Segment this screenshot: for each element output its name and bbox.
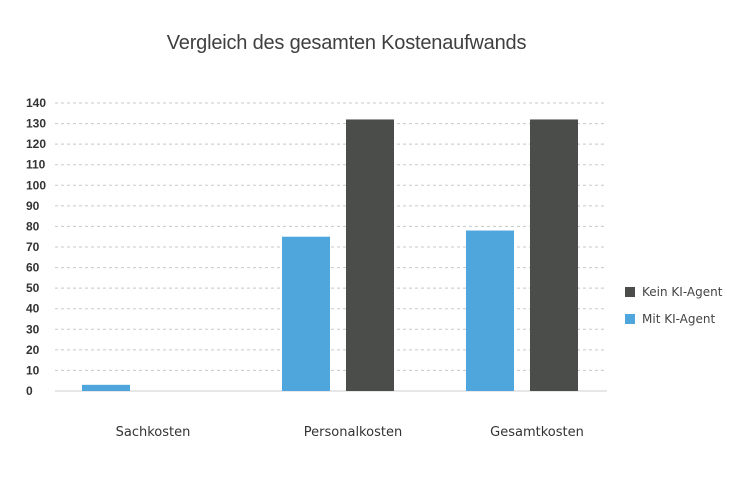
y-tick-label: 60 <box>26 261 40 275</box>
bar-mit-ki-agent <box>82 384 130 391</box>
bar-mit-ki-agent <box>282 236 330 391</box>
legend-swatch <box>625 287 635 297</box>
y-tick-label: 0 <box>26 384 33 398</box>
y-tick-label: 40 <box>26 302 40 316</box>
y-tick-label: 140 <box>26 96 46 110</box>
x-category-label: Sachkosten <box>116 425 191 440</box>
y-tick-label: 20 <box>26 343 40 357</box>
legend-label: Mit KI-Agent <box>642 312 715 326</box>
y-tick-label: 130 <box>26 117 46 131</box>
y-tick-label: 70 <box>26 240 40 254</box>
x-category-label: Gesamtkosten <box>490 425 584 440</box>
y-tick-label: 90 <box>26 199 40 213</box>
bar-kein-ki-agent <box>530 119 578 391</box>
y-tick-label: 80 <box>26 219 40 233</box>
legend-label: Kein KI-Agent <box>642 285 723 299</box>
y-tick-label: 110 <box>26 158 46 172</box>
y-tick-label: 50 <box>26 281 40 295</box>
y-tick-label: 120 <box>26 137 46 151</box>
bar-kein-ki-agent <box>346 119 394 391</box>
y-tick-label: 30 <box>26 322 40 336</box>
y-tick-label: 100 <box>26 178 46 192</box>
x-category-label: Personalkosten <box>304 425 402 440</box>
chart-title: Vergleich des gesamten Kostenaufwands <box>166 32 527 54</box>
y-tick-label: 10 <box>26 363 40 377</box>
bar-mit-ki-agent <box>466 230 514 391</box>
legend-swatch <box>625 314 635 324</box>
